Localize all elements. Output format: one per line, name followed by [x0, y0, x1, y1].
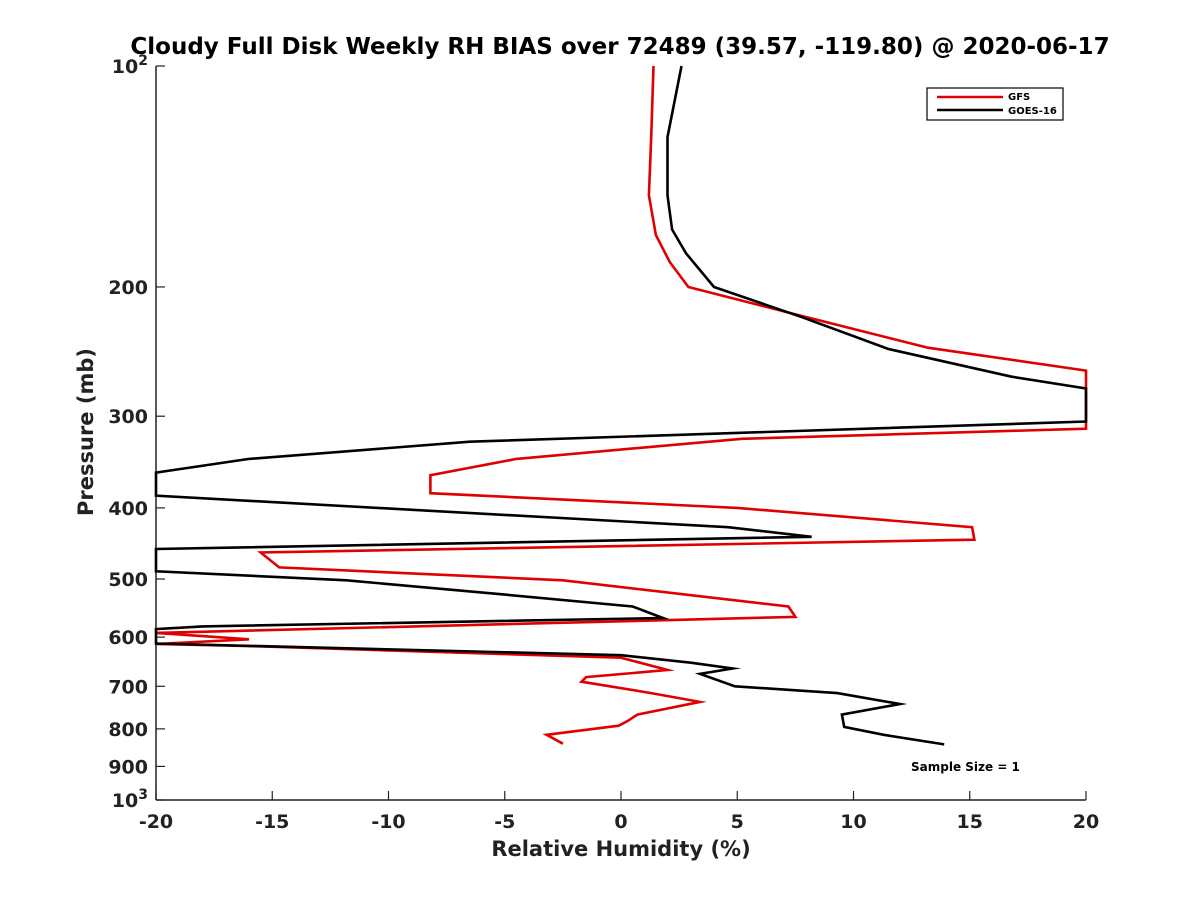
x-tick-label: -20 — [139, 811, 173, 833]
y-axis-ticks: 102 200 300 400 500 600 700 800 900 103 — [108, 53, 165, 812]
chart-title: Cloudy Full Disk Weekly RH BIAS over 724… — [130, 34, 1109, 60]
x-tick-label: 0 — [614, 811, 627, 833]
legend-label-gfs: GFS — [1008, 92, 1030, 103]
x-tick-label: 20 — [1073, 811, 1099, 833]
x-axis-label: Relative Humidity (%) — [491, 837, 750, 861]
legend-box — [926, 87, 1064, 121]
y-tick-label: 300 — [108, 406, 148, 428]
y-tick-label: 900 — [108, 756, 148, 778]
y-tick-label: 200 — [108, 277, 148, 299]
y-tick-label: 600 — [108, 627, 148, 649]
legend-label-goes16: GOES-16 — [1008, 106, 1057, 117]
y-tick-label: 102 — [112, 53, 148, 78]
y-tick-label: 500 — [108, 569, 148, 591]
x-tick-label: 15 — [957, 811, 983, 833]
y-axis-label: Pressure (mb) — [74, 348, 98, 516]
series-line-goes16 — [154, 65, 1088, 746]
y-tick-label: 700 — [108, 676, 148, 698]
x-tick-label: -5 — [494, 811, 515, 833]
series-layer — [154, 65, 1088, 746]
legend: GFS GOES-16 — [926, 87, 1064, 121]
x-axis-ticks: -20 -15 -10 -5 0 5 10 15 20 — [139, 791, 1099, 833]
x-tick-label: -15 — [255, 811, 289, 833]
y-tick-label: 400 — [108, 498, 148, 520]
y-tick-label: 103 — [112, 787, 148, 812]
y-tick-label: 800 — [108, 719, 148, 741]
series-line-gfs — [155, 65, 1088, 745]
x-tick-label: 5 — [731, 811, 744, 833]
x-tick-label: -10 — [371, 811, 405, 833]
sample-size-annotation: Sample Size = 1 — [911, 760, 1020, 774]
x-tick-label: 10 — [840, 811, 866, 833]
